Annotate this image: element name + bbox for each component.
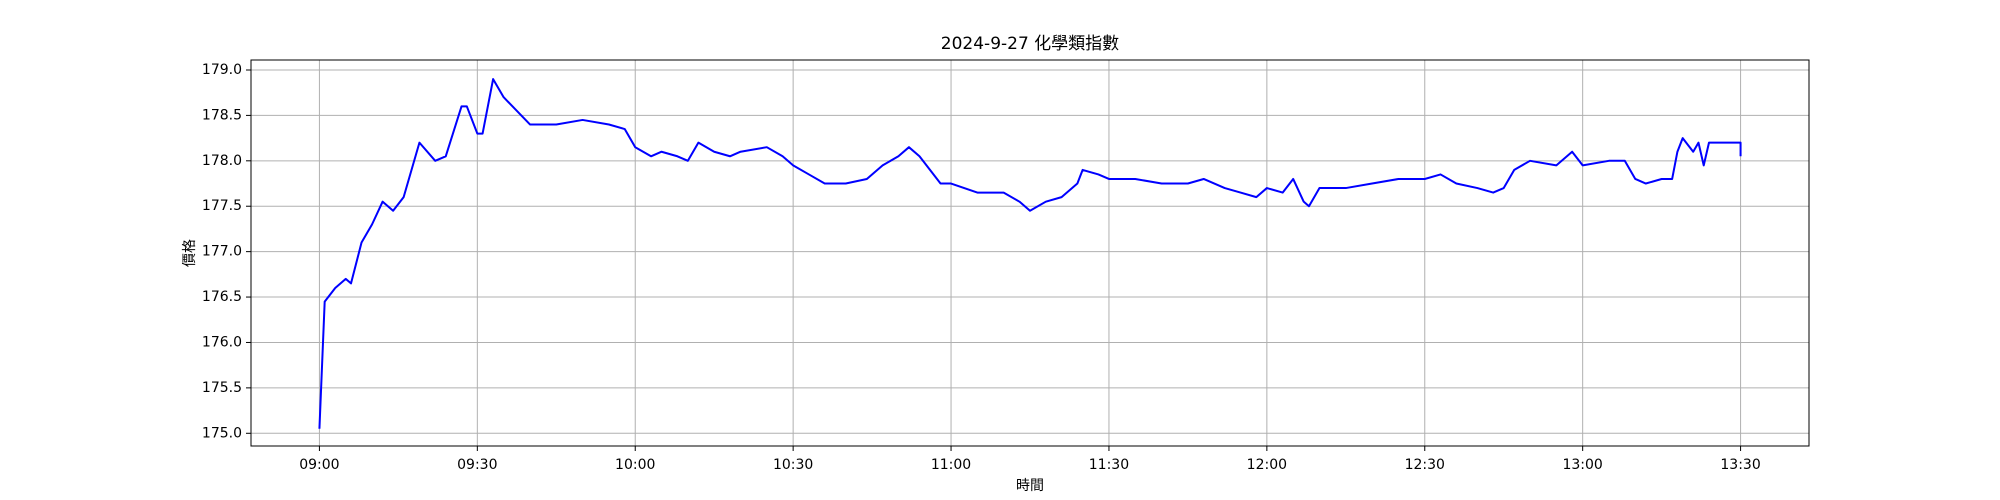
y-tick-label: 175.0 [202,425,242,441]
x-tick-label: 13:30 [1720,457,1760,473]
x-axis-label: 時間 [1016,478,1044,494]
y-tick-label: 179.0 [202,62,242,78]
price-line [318,78,1742,429]
x-tick-label: 11:30 [1089,457,1129,473]
y-tick-label: 178.5 [202,107,242,123]
y-tick-label: 178.0 [202,153,242,169]
x-tick-label: 09:30 [457,457,497,473]
x-tick-label: 11:00 [931,457,971,473]
x-tick-label: 09:00 [299,457,339,473]
y-tick-label: 177.0 [202,244,242,260]
x-tick-label: 12:30 [1405,457,1445,473]
y-tick-label: 176.5 [202,289,242,305]
y-tick-label: 177.5 [202,198,242,214]
y-tick-label: 176.0 [202,334,242,350]
x-tick-label: 10:00 [615,457,655,473]
x-tick-label: 12:00 [1247,457,1287,473]
plot-frame [250,59,1810,447]
y-axis-label: 價格 [181,239,198,267]
y-tick-label: 175.5 [202,380,242,396]
chart-title: 2024-9-27 化學類指數 [941,34,1119,54]
x-tick-label: 10:30 [773,457,813,473]
x-tick-label: 13:00 [1562,457,1602,473]
